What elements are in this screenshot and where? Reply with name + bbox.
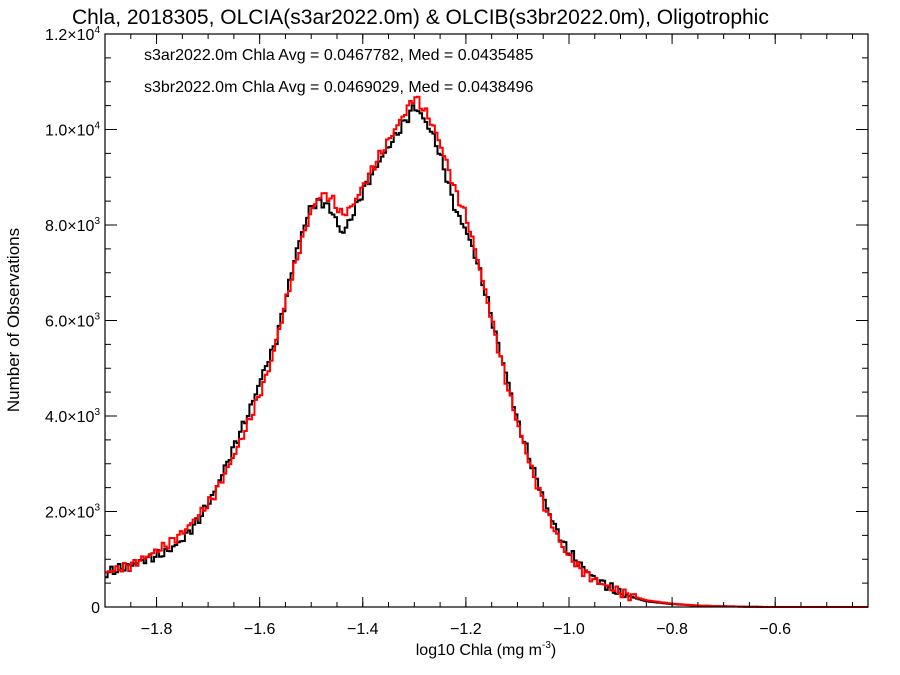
x-tick-label: −0.6 (759, 621, 791, 638)
legend-entry-s3br: s3br2022.0m Chla Avg = 0.0469029, Med = … (144, 79, 533, 96)
x-axis-label: log10 Chla (mg m-3) (416, 640, 557, 659)
y-tick-label: 1.0×104 (45, 121, 100, 140)
x-tick-label: −0.8 (656, 621, 688, 638)
y-tick-label: 1.2×104 (45, 25, 100, 44)
y-tick-label: 2.0×103 (45, 503, 100, 522)
y-axis-label: Number of Observations (4, 228, 23, 412)
chart-title: Chla, 2018305, OLCIA(s3ar2022.0m) & OLCI… (72, 6, 769, 29)
x-axis: −1.8 −1.6 −1.4 −1.2 −1.0 −0.8 −0.6 (104, 34, 854, 638)
y-tick-label: 6.0×103 (45, 312, 100, 331)
y-axis: 0 2.0×103 4.0×103 6.0×103 8.0×103 1.0×104 1.2×… (45, 25, 868, 617)
y-tick-label: 0 (91, 600, 100, 617)
y-tick-label: 4.0×103 (45, 407, 100, 426)
series-layer (105, 95, 868, 608)
x-tick-label: −1.8 (141, 621, 173, 638)
x-tick-label: −1.6 (244, 621, 276, 638)
x-axis-label-main: log10 Chla (mg m (416, 642, 542, 659)
x-tick-label: −1.0 (553, 621, 585, 638)
x-axis-label-tail: ) (551, 642, 556, 659)
series-line-s3br2022.0m (105, 95, 868, 608)
y-tick-label: 8.0×103 (45, 216, 100, 235)
x-axis-label-sup: -3 (542, 640, 551, 651)
x-tick-label: −1.4 (347, 621, 379, 638)
legend-entry-s3ar: s3ar2022.0m Chla Avg = 0.0467782, Med = … (144, 47, 533, 64)
x-tick-label: −1.2 (450, 621, 482, 638)
